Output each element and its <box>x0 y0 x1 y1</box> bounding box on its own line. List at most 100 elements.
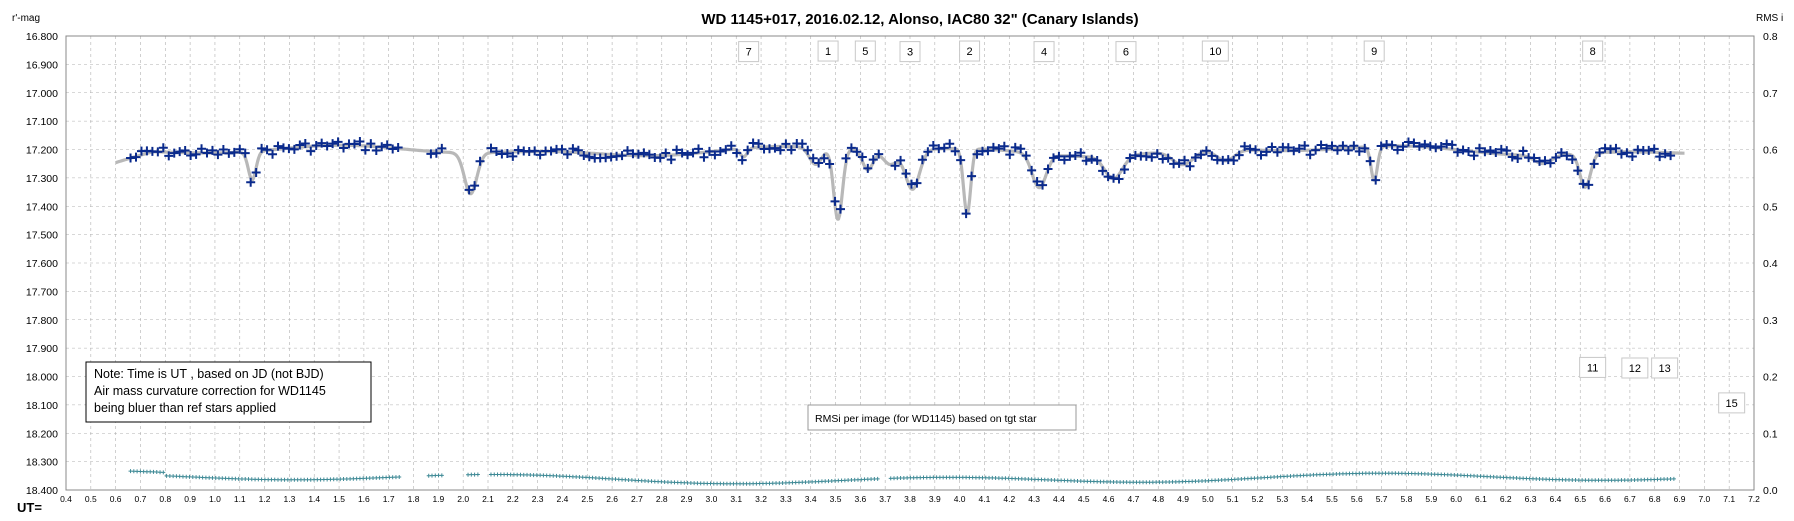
data-point <box>289 144 299 154</box>
data-point <box>819 153 829 163</box>
data-point <box>874 149 884 159</box>
y-tick-label-left: 17.000 <box>26 88 58 100</box>
x-tick-label: 5.5 <box>1326 494 1338 504</box>
x-tick-label: 1.4 <box>308 494 320 504</box>
event-label-box <box>817 40 839 62</box>
data-point <box>1573 166 1583 176</box>
y-tick-label-left: 17.500 <box>26 230 58 242</box>
data-point <box>1038 180 1048 190</box>
data-point <box>213 150 223 160</box>
data-point <box>1059 155 1069 165</box>
data-point <box>371 145 381 155</box>
data-point <box>1147 152 1157 162</box>
x-tick-label: 4.8 <box>1152 494 1164 504</box>
data-point <box>1174 158 1184 168</box>
x-tick-label: 6.1 <box>1475 494 1487 504</box>
x-tick-label: 2.0 <box>457 494 469 504</box>
y-tick-label-left: 18.300 <box>26 457 58 469</box>
data-point <box>983 146 993 156</box>
data-point <box>623 146 633 156</box>
data-point <box>726 141 736 151</box>
data-point <box>896 155 906 165</box>
data-point <box>306 146 316 156</box>
data-point <box>1371 175 1381 185</box>
data-point <box>568 144 578 154</box>
x-tick-label: 5.8 <box>1401 494 1413 504</box>
data-point <box>683 150 693 160</box>
data-point <box>202 148 212 158</box>
data-point <box>1163 153 1173 163</box>
y-tick-label-left: 17.800 <box>26 315 58 327</box>
data-point <box>1103 172 1113 182</box>
event-label: 7 <box>746 47 752 59</box>
data-point <box>562 149 572 159</box>
data-point <box>360 145 370 155</box>
data-point <box>300 138 310 148</box>
rms-point <box>439 473 444 478</box>
data-point <box>1027 165 1037 175</box>
data-point <box>1420 139 1430 149</box>
data-point <box>830 196 840 206</box>
data-point <box>737 155 747 165</box>
data-point <box>1081 156 1091 166</box>
data-point <box>1196 150 1206 160</box>
x-tick-label: 1.7 <box>383 494 395 504</box>
data-point <box>1311 145 1321 155</box>
data-point <box>732 148 742 158</box>
data-point <box>1545 158 1555 168</box>
data-point <box>1469 151 1479 161</box>
data-point <box>721 145 731 155</box>
rms-point <box>875 476 880 481</box>
data-point <box>928 141 938 151</box>
data-point <box>502 148 512 158</box>
data-point <box>169 148 179 158</box>
data-point <box>677 148 687 158</box>
data-point <box>186 151 196 161</box>
x-tick-label: 2.4 <box>557 494 569 504</box>
data-point <box>1240 141 1250 151</box>
event-label-box <box>899 41 921 63</box>
data-point <box>1431 143 1441 153</box>
data-point <box>235 144 245 154</box>
data-point <box>339 143 349 153</box>
y-tick-label-left: 17.900 <box>26 343 58 355</box>
data-point <box>1207 151 1217 161</box>
x-tick-label: 2.8 <box>656 494 668 504</box>
data-point <box>1125 153 1135 163</box>
x-tick-label: 2.9 <box>681 494 693 504</box>
event-label-box <box>1718 392 1746 414</box>
data-point <box>1425 141 1435 151</box>
event-label-box <box>1582 40 1604 62</box>
x-tick-label: 0.7 <box>135 494 147 504</box>
y-axis-left: 16.800 16.900 17.000 17.100 17.200 17.300 17.4… <box>26 31 58 497</box>
x-tick-label: 0.5 <box>85 494 97 504</box>
data-point <box>1376 141 1386 151</box>
data-point <box>377 142 387 152</box>
data-point <box>808 153 818 163</box>
x-tick-label: 1.5 <box>333 494 345 504</box>
data-point <box>1436 141 1446 151</box>
y-tick-label-left: 18.200 <box>26 428 58 440</box>
data-point <box>754 139 764 149</box>
x-tick-label: 6.9 <box>1674 494 1686 504</box>
x-tick-label: 3.8 <box>904 494 916 504</box>
x-tick-label: 4.5 <box>1078 494 1090 504</box>
data-point <box>666 155 676 165</box>
data-points <box>126 136 1676 219</box>
data-point <box>1611 143 1621 153</box>
data-point <box>704 146 714 156</box>
data-point <box>355 136 365 146</box>
data-point <box>945 139 955 149</box>
y-tick-label-left: 18.100 <box>26 400 58 412</box>
rms-point <box>161 470 166 475</box>
data-point <box>257 143 267 153</box>
x-tick-label: 1.8 <box>408 494 420 504</box>
event-label-box <box>1579 356 1607 378</box>
x-tick-label: 4.7 <box>1127 494 1139 504</box>
data-point <box>994 144 1004 154</box>
event-label-box <box>1033 41 1055 63</box>
data-point <box>1414 141 1424 151</box>
x-tick-label: 4.4 <box>1053 494 1065 504</box>
data-point <box>950 146 960 156</box>
